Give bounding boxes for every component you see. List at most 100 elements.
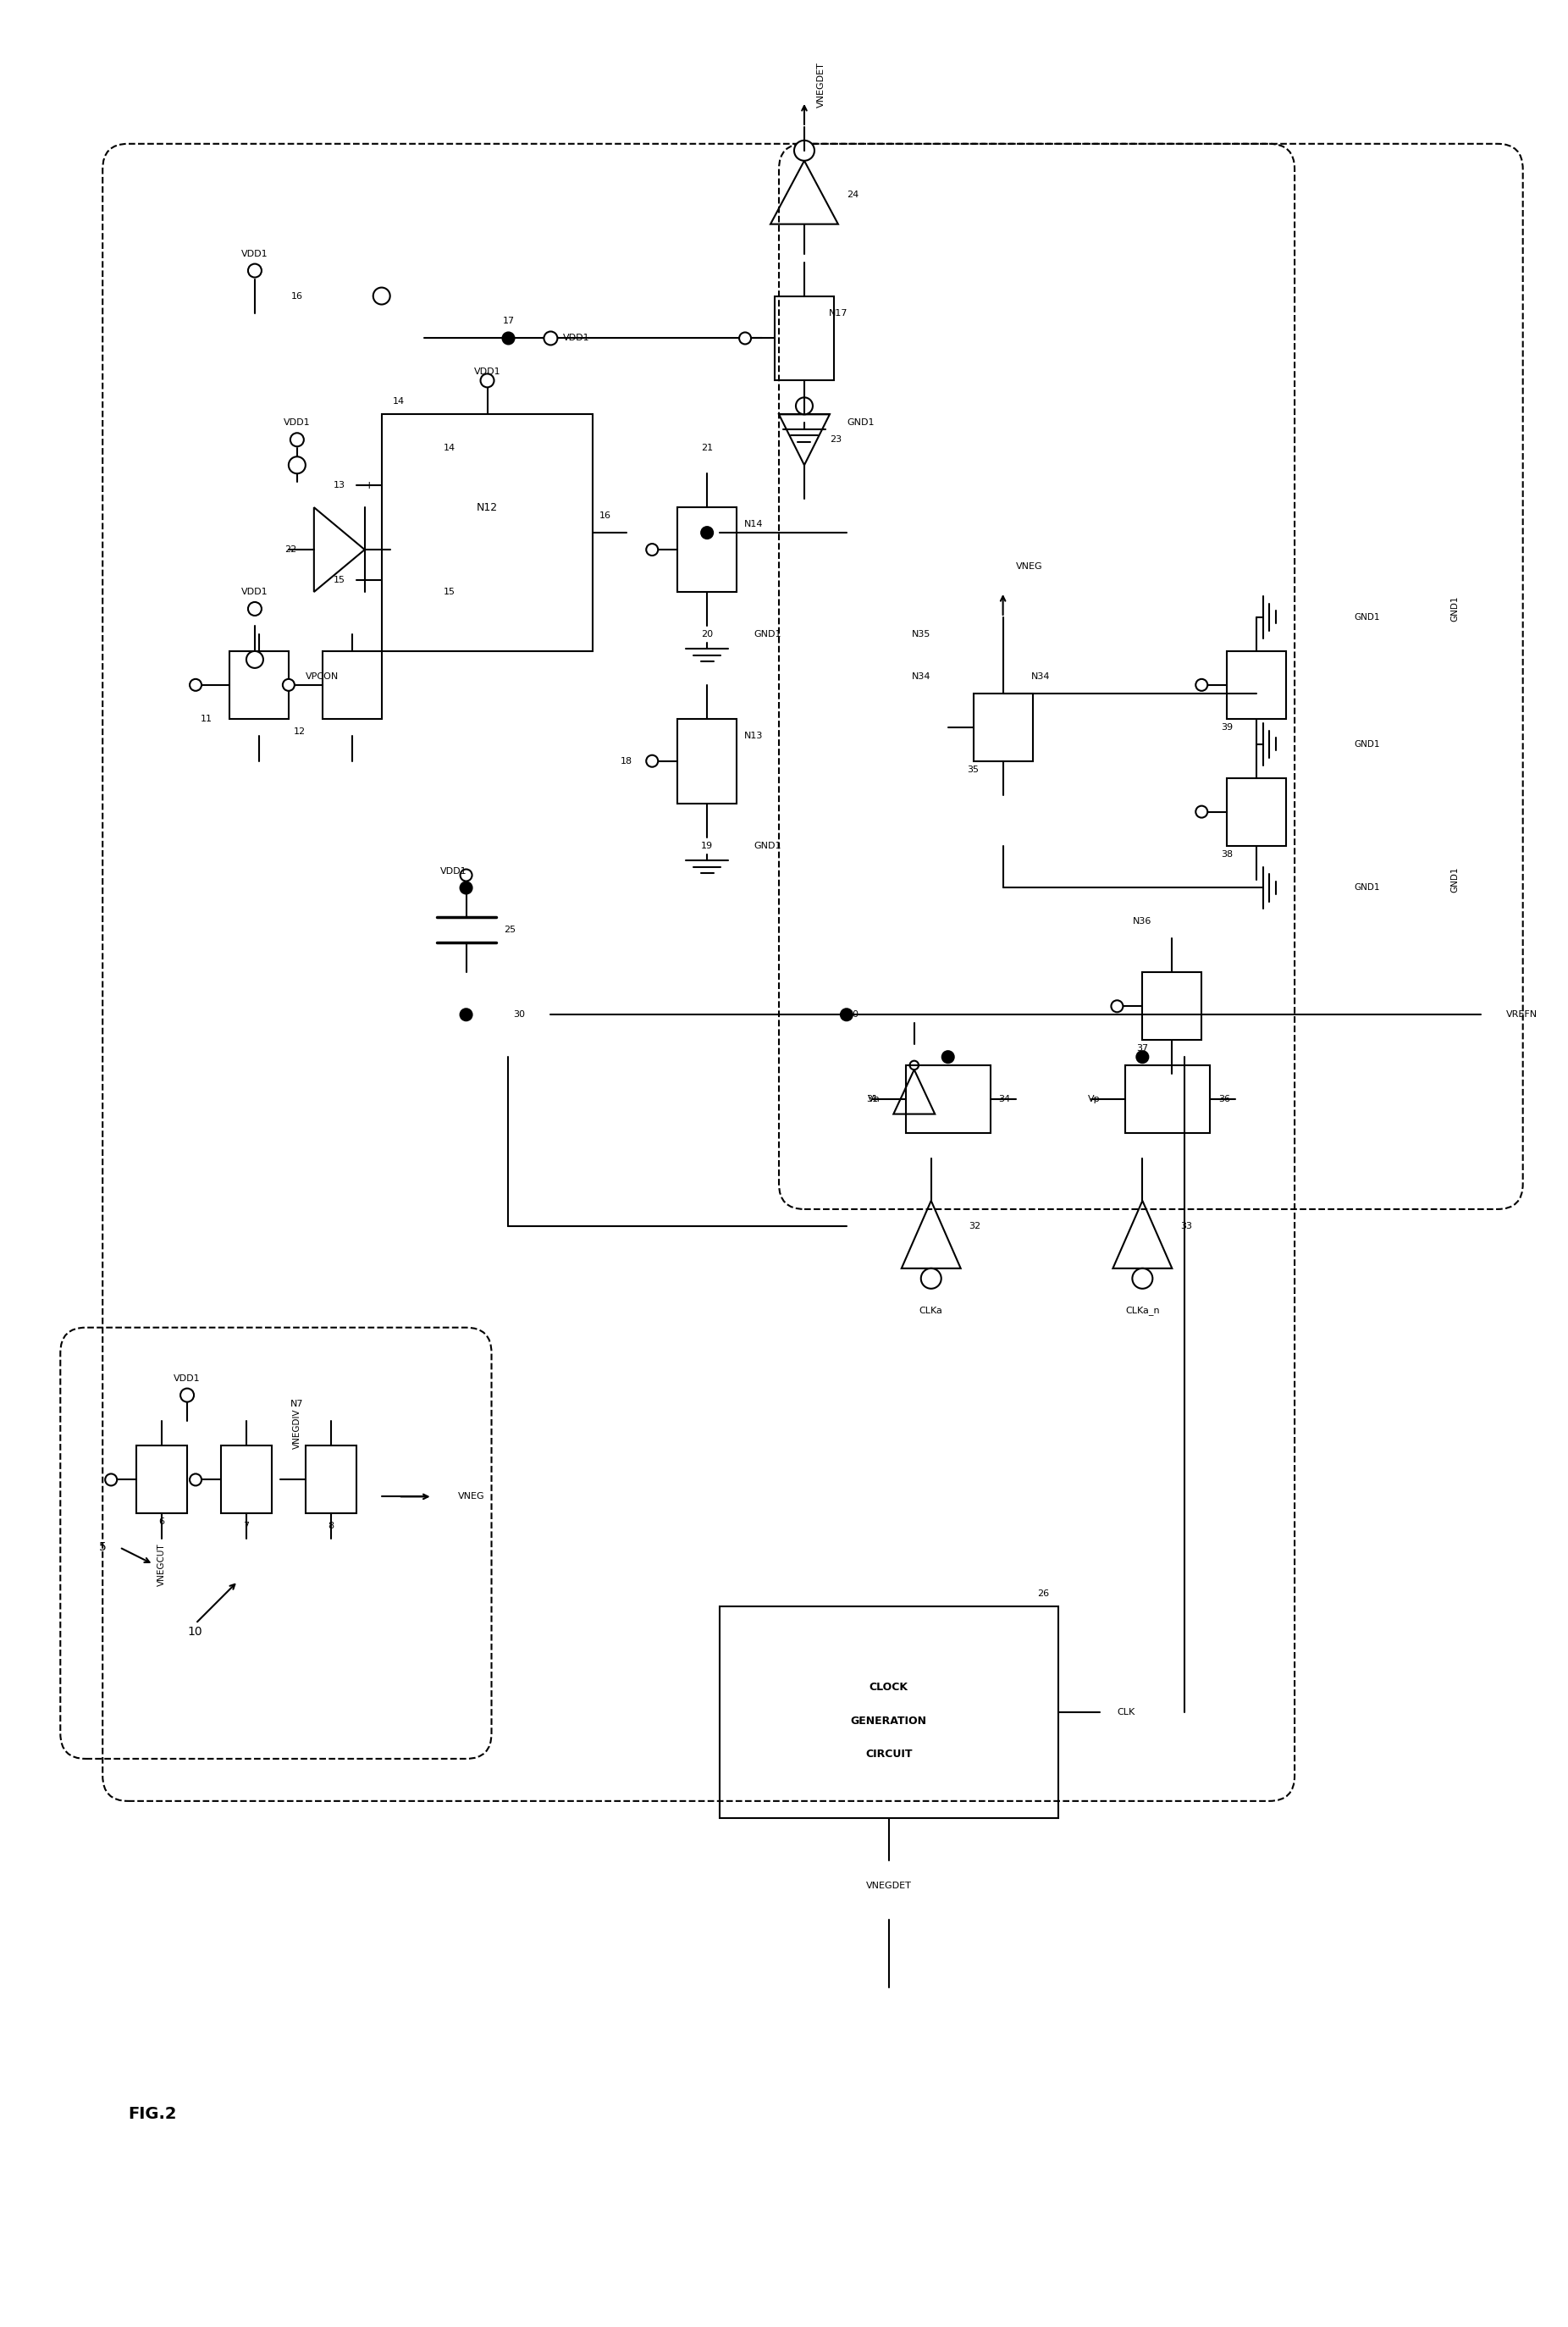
Text: 14: 14 — [444, 444, 455, 451]
Text: VDD1: VDD1 — [284, 419, 310, 428]
Text: FIG.2: FIG.2 — [129, 2106, 177, 2122]
Text: 15: 15 — [334, 575, 345, 584]
Circle shape — [646, 545, 659, 556]
Text: 12: 12 — [293, 728, 306, 735]
Circle shape — [248, 603, 262, 617]
Text: N14: N14 — [745, 519, 764, 528]
Bar — [136, 1445, 187, 1513]
Text: 37: 37 — [1137, 1045, 1148, 1052]
Text: VNEGDIV: VNEGDIV — [293, 1408, 301, 1450]
Text: VDD1: VDD1 — [563, 335, 590, 342]
Text: 18: 18 — [621, 756, 633, 766]
Text: 8: 8 — [328, 1522, 334, 1531]
Text: 21: 21 — [701, 444, 713, 451]
Text: 5: 5 — [99, 1540, 107, 1554]
Circle shape — [105, 1473, 118, 1485]
Circle shape — [1137, 1052, 1148, 1063]
Bar — [906, 1066, 991, 1133]
Text: VNEGDET: VNEGDET — [866, 1880, 911, 1890]
Circle shape — [942, 1052, 953, 1063]
Text: 6: 6 — [158, 1517, 165, 1527]
Text: GENERATION: GENERATION — [851, 1715, 927, 1727]
Text: GND1: GND1 — [754, 842, 781, 849]
Text: 16: 16 — [599, 512, 612, 519]
Circle shape — [461, 870, 472, 882]
Text: 31: 31 — [866, 1096, 878, 1103]
Text: VNEG: VNEG — [1016, 563, 1043, 570]
Text: 15: 15 — [444, 589, 455, 596]
Circle shape — [190, 679, 202, 691]
Circle shape — [797, 398, 812, 414]
Circle shape — [840, 1010, 853, 1022]
Text: CIRCUIT: CIRCUIT — [866, 1750, 913, 1759]
Text: 17: 17 — [502, 316, 514, 326]
Circle shape — [248, 263, 262, 277]
Text: 23: 23 — [829, 435, 842, 444]
Text: 25: 25 — [505, 926, 516, 935]
Text: 34: 34 — [999, 1096, 1011, 1103]
Text: -: - — [367, 575, 370, 586]
Bar — [974, 693, 1033, 761]
Text: CLKa_n: CLKa_n — [1126, 1305, 1160, 1315]
Text: 24: 24 — [847, 191, 859, 198]
Circle shape — [246, 652, 263, 668]
Circle shape — [544, 330, 558, 344]
Text: 16: 16 — [292, 291, 303, 300]
Circle shape — [282, 679, 295, 691]
Bar — [221, 1445, 271, 1513]
Text: 10: 10 — [187, 1627, 202, 1638]
Text: N7: N7 — [290, 1399, 304, 1408]
Text: GND1: GND1 — [1450, 866, 1460, 891]
Bar — [1126, 1066, 1210, 1133]
Text: N35: N35 — [913, 631, 931, 638]
Circle shape — [1196, 679, 1207, 691]
Circle shape — [920, 1268, 941, 1289]
Text: 32: 32 — [969, 1222, 982, 1231]
Circle shape — [739, 333, 751, 344]
Text: CLKa: CLKa — [919, 1305, 942, 1315]
Text: 14: 14 — [392, 398, 405, 405]
Text: VDD1: VDD1 — [474, 368, 500, 377]
Bar — [677, 507, 737, 591]
Circle shape — [290, 433, 304, 447]
Text: 30: 30 — [847, 1010, 858, 1019]
Circle shape — [909, 1061, 919, 1070]
Text: 33: 33 — [1181, 1222, 1192, 1231]
Text: N13: N13 — [745, 731, 764, 740]
Bar — [775, 296, 834, 382]
Text: N34: N34 — [1032, 673, 1051, 682]
Text: 11: 11 — [201, 714, 213, 724]
Text: VPCON: VPCON — [306, 673, 339, 682]
Text: GND1: GND1 — [754, 631, 781, 638]
Text: Vn: Vn — [867, 1096, 880, 1103]
Text: GND1: GND1 — [847, 419, 873, 428]
Text: VNEG: VNEG — [458, 1492, 485, 1501]
Text: N34: N34 — [913, 673, 931, 682]
Text: 7: 7 — [243, 1522, 249, 1531]
Bar — [306, 1445, 356, 1513]
Text: VDD1: VDD1 — [241, 589, 268, 596]
Bar — [720, 1606, 1058, 1817]
Text: VDD1: VDD1 — [174, 1373, 201, 1382]
Text: 19: 19 — [701, 842, 713, 849]
Text: N17: N17 — [828, 309, 848, 316]
Text: GND1: GND1 — [1450, 596, 1460, 621]
Text: VNEGDET: VNEGDET — [817, 63, 825, 107]
Bar — [1143, 973, 1201, 1040]
Bar — [677, 719, 737, 803]
Circle shape — [461, 882, 472, 894]
Text: GND1: GND1 — [1353, 612, 1380, 621]
Text: 30: 30 — [513, 1010, 525, 1019]
Circle shape — [701, 526, 713, 538]
Text: VDD1: VDD1 — [241, 249, 268, 258]
Text: N36: N36 — [1134, 917, 1152, 926]
Text: 22: 22 — [285, 545, 296, 554]
Text: 26: 26 — [1038, 1589, 1049, 1599]
Circle shape — [289, 456, 306, 475]
Circle shape — [1112, 1001, 1123, 1012]
Text: VDD1: VDD1 — [441, 866, 467, 875]
Circle shape — [373, 289, 390, 305]
Bar — [1228, 652, 1286, 719]
Bar — [381, 414, 593, 652]
Text: 13: 13 — [334, 482, 345, 489]
